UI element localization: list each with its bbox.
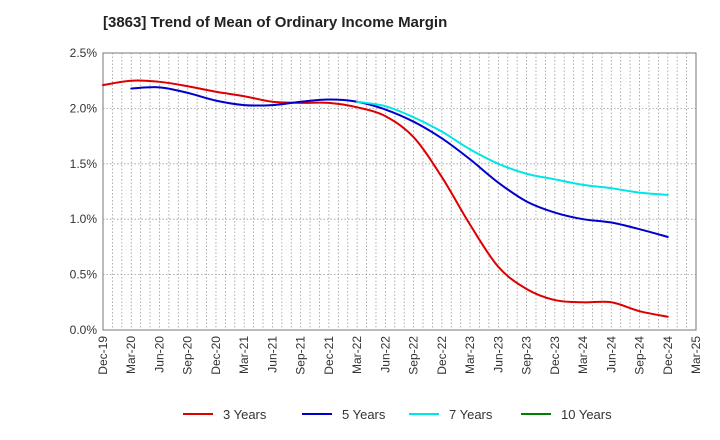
series-line-5-years bbox=[130, 86, 669, 238]
x-tick-label: Mar-24 bbox=[576, 336, 590, 374]
x-tick-label: Jun-21 bbox=[265, 336, 279, 373]
series-lines bbox=[102, 79, 669, 318]
legend-label-10-years: 10 Years bbox=[561, 407, 612, 422]
legend-label-5-years: 5 Years bbox=[342, 407, 386, 422]
x-tick-label: Dec-19 bbox=[96, 336, 110, 375]
x-tick-label: Jun-20 bbox=[152, 336, 166, 373]
y-tick-label: 2.5% bbox=[70, 46, 98, 60]
x-tick-label: Sep-22 bbox=[407, 336, 421, 375]
x-tick-label: Sep-24 bbox=[633, 336, 647, 375]
x-tick-label: Sep-23 bbox=[520, 336, 534, 375]
x-tick-label: Mar-20 bbox=[124, 336, 138, 374]
x-tick-label: Jun-24 bbox=[604, 336, 618, 373]
plot-area bbox=[102, 52, 697, 331]
y-tick-label: 0.5% bbox=[70, 268, 98, 282]
x-tick-label: Dec-23 bbox=[548, 336, 562, 375]
y-tick-label: 2.0% bbox=[70, 101, 98, 115]
x-tick-label: Sep-21 bbox=[294, 336, 308, 375]
x-tick-label: Jun-23 bbox=[491, 336, 505, 373]
x-tick-label: Dec-21 bbox=[322, 336, 336, 375]
chart-title: [3863] Trend of Mean of Ordinary Income … bbox=[103, 14, 448, 31]
x-tick-label: Jun-22 bbox=[378, 336, 392, 373]
x-tick-label: Mar-23 bbox=[463, 336, 477, 374]
series-line-3-years bbox=[102, 79, 669, 318]
legend-label-3-years: 3 Years bbox=[223, 407, 267, 422]
y-tick-label: 0.0% bbox=[70, 323, 98, 337]
y-tick-label: 1.5% bbox=[70, 157, 98, 171]
y-tick-label: 1.0% bbox=[70, 212, 98, 226]
series-line-7-years bbox=[356, 100, 669, 196]
axes: 0.0% 0.5% 1.0% 1.5% 2.0% 2.5% Dec-19 Mar-20 Jun-… bbox=[70, 46, 703, 375]
x-tick-label: Mar-25 bbox=[689, 336, 703, 374]
x-tick-label: Dec-22 bbox=[435, 336, 449, 375]
x-tick-label: Dec-20 bbox=[209, 336, 223, 375]
x-tick-label: Mar-22 bbox=[350, 336, 364, 374]
x-tick-label: Dec-24 bbox=[661, 336, 675, 375]
x-tick-label: Mar-21 bbox=[237, 336, 251, 374]
legend: 3 Years 5 Years 7 Years 10 Years bbox=[183, 407, 612, 422]
legend-label-7-years: 7 Years bbox=[449, 407, 493, 422]
x-tick-label: Sep-20 bbox=[181, 336, 195, 375]
